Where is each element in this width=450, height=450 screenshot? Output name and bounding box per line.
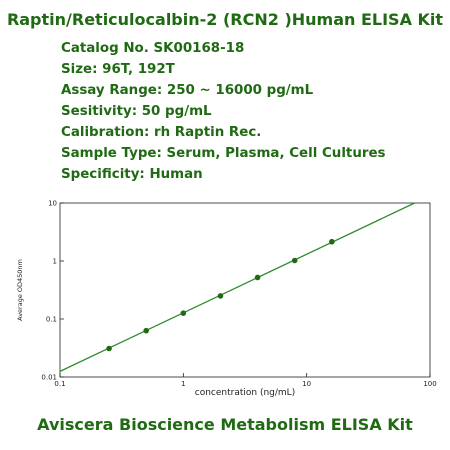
x-tick-label: 0.1	[54, 380, 65, 388]
data-points	[106, 238, 335, 352]
spec-specificity: Specificity: Human	[61, 167, 203, 182]
x-tick-label: 1	[181, 380, 185, 388]
y-tick-label: 0.01	[41, 374, 57, 382]
data-point	[217, 293, 224, 299]
plot-frame	[59, 202, 431, 378]
spec-list: Catalog No. SK00168-18 Size: 96T, 192T A…	[61, 38, 386, 185]
axis-ticks	[59, 202, 431, 378]
x-axis-title: concentration (ng/mL)	[195, 388, 295, 398]
spec-assay-range: Assay Range: 250 ~ 16000 pg/mL	[61, 83, 314, 98]
page-title: Raptin/Reticulocalbin-2 (RCN2 )Human ELI…	[6, 10, 444, 29]
y-tick-label: 10	[48, 200, 57, 208]
y-tick-label: 0.1	[46, 316, 57, 324]
data-point	[106, 345, 112, 352]
fit-line	[59, 202, 415, 372]
spec-sample-type: Sample Type: Serum, Plasma, Cell Culture…	[61, 146, 386, 161]
spec-catalog-number: Catalog No. SK00168-18	[61, 41, 245, 56]
data-point	[254, 274, 261, 281]
footer-text: Aviscera Bioscience Metabolism ELISA Kit	[37, 415, 413, 434]
spec-sensitivity: Sesitivity: 50 pg/mL	[61, 104, 212, 119]
data-point	[180, 310, 187, 316]
y-axis-title: Average OD450nm	[16, 259, 24, 321]
spec-size: Size: 96T, 192T	[61, 62, 175, 77]
y-tick-label: 1	[53, 258, 57, 266]
data-point	[329, 238, 335, 245]
x-tick-label: 100	[423, 380, 436, 388]
x-tick-label: 10	[302, 380, 311, 388]
data-point	[291, 257, 298, 264]
spec-calibration: Calibration: rh Raptin Rec.	[61, 125, 262, 140]
data-point	[143, 327, 150, 334]
